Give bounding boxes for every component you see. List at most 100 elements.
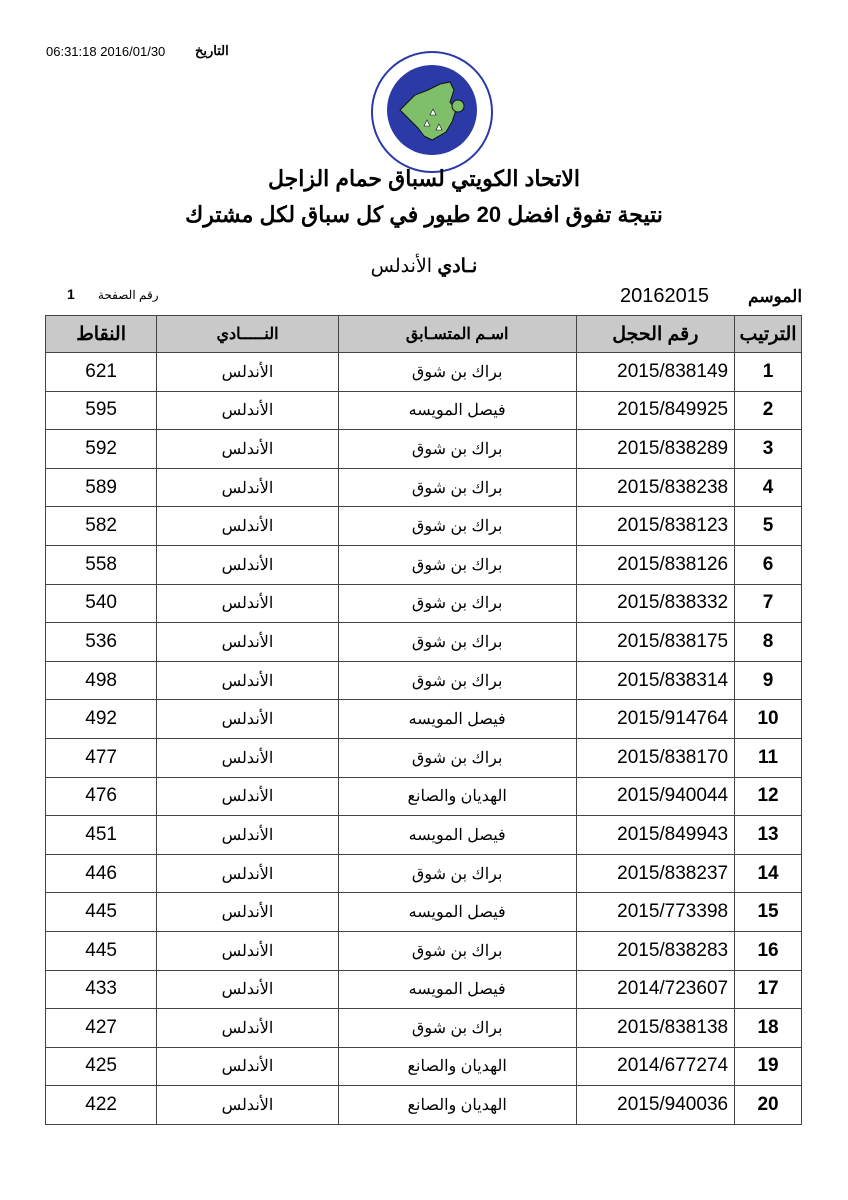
club-label: نـادي [437,256,478,277]
report-datetime: 06:31:18 2016/01/30 [46,44,166,59]
cell-points: 558 [44,544,158,585]
cell-name: براك بن شوق [337,506,577,546]
cell-ring: 2014/677274 [575,1046,736,1087]
cell-points: 582 [44,506,158,546]
table-row: 582 الأندلس براك بن شوق 2015/838123 5 [44,506,802,546]
cell-club: الأندلس [156,776,339,817]
table-row: 621 الأندلس براك بن شوق 2015/838149 1 [44,352,802,392]
cell-points: 498 [44,660,158,701]
cell-rank: 19 [734,1046,802,1087]
season-label: الموسم [748,287,803,306]
cell-name: الهديان والصانع [337,1085,577,1125]
cell-rank: 20 [734,1085,802,1125]
date-label: التاريخ [195,43,229,58]
club-heading: نـادي الأندلس [0,255,848,278]
cell-points: 445 [44,892,158,932]
table-row: 536 الأندلس براك بن شوق 2015/838175 8 [44,622,802,662]
cell-club: الأندلس [156,622,339,662]
cell-club: الأندلس [156,969,339,1010]
page-label: رقم الصفحة [98,288,159,302]
cell-name: براك بن شوق [337,660,577,701]
cell-points: 540 [44,583,158,624]
cell-points: 425 [44,1046,158,1087]
federation-logo [371,51,493,173]
cell-name: براك بن شوق [337,429,577,469]
table-row: 446 الأندلس براك بن شوق 2015/838237 14 [44,853,802,894]
cell-rank: 7 [734,583,802,624]
cell-ring: 2015/838123 [575,506,736,546]
cell-rank: 18 [734,1008,802,1048]
cell-ring: 2015/838238 [575,467,736,508]
cell-points: 477 [44,737,158,778]
cell-name: براك بن شوق [337,1008,577,1048]
header-ring: رقم الحجل [575,315,736,353]
cell-club: الأندلس [156,506,339,546]
cell-points: 536 [44,622,158,662]
results-table: النقاط النـــــادي اسـم المتسـابق رقم ال… [44,315,802,1125]
cell-club: الأندلس [156,892,339,932]
cell-ring: 2015/838289 [575,429,736,469]
cell-rank: 9 [734,660,802,701]
cell-ring: 2015/838237 [575,853,736,894]
cell-name: الهديان والصانع [337,1046,577,1087]
cell-rank: 3 [734,429,802,469]
cell-ring: 2015/849925 [575,390,736,431]
cell-club: الأندلس [156,429,339,469]
cell-rank: 5 [734,506,802,546]
cell-rank: 4 [734,467,802,508]
cell-rank: 14 [734,853,802,894]
cell-ring: 2015/773398 [575,892,736,932]
cell-rank: 17 [734,969,802,1010]
cell-name: فيصل المويسه [337,969,577,1010]
cell-ring: 2015/838332 [575,583,736,624]
cell-points: 445 [44,930,158,971]
cell-name: فيصل المويسه [337,815,577,855]
cell-club: الأندلس [156,352,339,392]
cell-name: براك بن شوق [337,853,577,894]
table-row: 595 الأندلس فيصل المويسه 2015/849925 2 [44,390,802,431]
table-row: 592 الأندلس براك بن شوق 2015/838289 3 [44,429,802,469]
cell-ring: 2015/838175 [575,622,736,662]
cell-ring: 2015/940036 [575,1085,736,1125]
table-row: 422 الأندلس الهديان والصانع 2015/940036 20 [44,1085,802,1125]
cell-name: براك بن شوق [337,467,577,508]
cell-rank: 2 [734,390,802,431]
cell-name: براك بن شوق [337,622,577,662]
cell-club: الأندلس [156,1046,339,1087]
cell-points: 621 [44,352,158,392]
cell-name: فيصل المويسه [337,390,577,431]
cell-ring: 2015/838283 [575,930,736,971]
table-row: 589 الأندلس براك بن شوق 2015/838238 4 [44,467,802,508]
cell-club: الأندلس [156,699,339,739]
table-header: النقاط النـــــادي اسـم المتسـابق رقم ال… [44,315,802,353]
cell-ring: 2015/838314 [575,660,736,701]
header-name: اسـم المتسـابق [337,315,577,353]
page-number: 1 [67,286,75,302]
season-value: 20162015 [620,285,709,307]
cell-ring: 2014/723607 [575,969,736,1010]
cell-ring: 2015/838126 [575,544,736,585]
cell-rank: 16 [734,930,802,971]
table-row: 558 الأندلس براك بن شوق 2015/838126 6 [44,544,802,585]
cell-rank: 13 [734,815,802,855]
table-row: 492 الأندلس فيصل المويسه 2015/914764 10 [44,699,802,739]
table-row: 445 الأندلس براك بن شوق 2015/838283 16 [44,930,802,971]
cell-club: الأندلس [156,544,339,585]
table-row: 477 الأندلس براك بن شوق 2015/838170 11 [44,737,802,778]
cell-ring: 2015/838170 [575,737,736,778]
cell-points: 427 [44,1008,158,1048]
cell-club: الأندلس [156,1008,339,1048]
cell-ring: 2015/838149 [575,352,736,392]
cell-ring: 2015/849943 [575,815,736,855]
cell-club: الأندلس [156,583,339,624]
cell-rank: 1 [734,352,802,392]
cell-club: الأندلس [156,660,339,701]
cell-ring: 2015/940044 [575,776,736,817]
cell-points: 446 [44,853,158,894]
cell-points: 492 [44,699,158,739]
cell-rank: 10 [734,699,802,739]
table-row: 498 الأندلس براك بن شوق 2015/838314 9 [44,660,802,701]
report-title: الاتحاد الكويتي لسباق حمام الزاجل [267,166,581,191]
cell-rank: 12 [734,776,802,817]
